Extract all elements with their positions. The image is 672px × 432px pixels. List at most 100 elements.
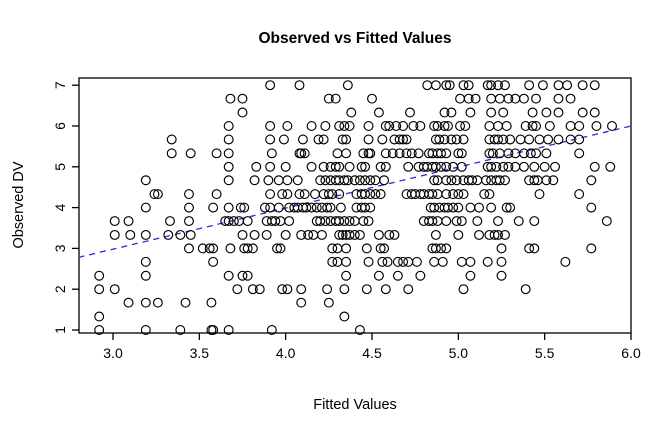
data-point — [553, 134, 564, 145]
data-point — [261, 229, 272, 240]
data-point — [185, 229, 196, 240]
data-point — [456, 256, 467, 267]
data-point — [486, 175, 497, 186]
data-point — [486, 161, 497, 172]
data-point — [261, 216, 272, 227]
data-point — [342, 80, 353, 91]
data-point — [299, 189, 310, 200]
data-point — [349, 229, 360, 240]
data-point — [384, 121, 395, 131]
data-point — [346, 107, 357, 118]
data-point — [380, 284, 391, 295]
data-point — [446, 175, 457, 186]
data-point — [323, 189, 334, 200]
data-point — [237, 229, 248, 240]
data-point — [249, 175, 260, 186]
data-point — [382, 256, 393, 267]
data-point — [401, 148, 412, 159]
x-axis-label: Fitted Values — [313, 397, 397, 413]
data-point — [553, 107, 564, 118]
data-point — [605, 161, 616, 172]
data-point — [297, 134, 308, 145]
data-point — [544, 121, 555, 131]
data-point — [278, 134, 289, 145]
data-point — [94, 270, 105, 281]
data-point — [208, 202, 219, 213]
data-point — [344, 229, 355, 240]
data-point — [316, 202, 327, 213]
data-point — [413, 148, 424, 159]
data-point — [223, 134, 234, 145]
data-point — [591, 121, 602, 131]
data-point — [465, 270, 476, 281]
x-tick-label: 5.0 — [449, 345, 469, 361]
data-point — [140, 229, 151, 240]
data-point — [560, 256, 571, 267]
y-tick-label: 3 — [52, 244, 68, 252]
data-point — [489, 229, 500, 240]
data-point — [316, 229, 327, 240]
data-point — [365, 148, 376, 159]
data-point — [358, 216, 369, 227]
data-point — [501, 202, 512, 213]
chart-title: Observed vs Fitted Values — [258, 30, 452, 47]
data-point — [529, 243, 540, 254]
data-point — [389, 229, 400, 240]
data-point — [296, 297, 307, 308]
data-point — [465, 107, 476, 118]
data-point — [294, 80, 305, 91]
data-point — [472, 216, 483, 227]
data-point — [265, 80, 276, 91]
data-point — [441, 80, 452, 91]
data-point — [543, 134, 554, 145]
data-point — [456, 216, 467, 227]
data-point — [434, 202, 445, 213]
data-point — [480, 175, 491, 186]
data-point — [494, 175, 505, 186]
data-point — [574, 148, 585, 159]
data-point — [94, 284, 105, 295]
data-point — [380, 121, 391, 131]
data-point — [318, 134, 329, 145]
data-point — [365, 175, 376, 186]
data-point — [379, 175, 390, 186]
data-point — [204, 243, 215, 254]
data-point — [498, 161, 509, 172]
data-point — [406, 148, 417, 159]
data-point — [527, 121, 538, 131]
data-point — [94, 325, 105, 335]
data-point — [398, 256, 409, 267]
data-point — [125, 229, 136, 240]
data-point — [109, 229, 120, 240]
data-point — [296, 148, 307, 159]
data-point — [354, 175, 365, 186]
data-point — [284, 216, 295, 227]
data-point — [498, 107, 509, 118]
data-point — [524, 175, 535, 186]
data-point — [334, 229, 345, 240]
data-point — [377, 134, 388, 145]
data-point — [370, 189, 381, 200]
data-point — [183, 202, 194, 213]
data-point — [344, 161, 355, 172]
data-point — [247, 284, 258, 295]
data-point — [363, 216, 374, 227]
data-point — [451, 216, 462, 227]
data-point — [266, 325, 277, 335]
data-point — [441, 189, 452, 200]
data-point — [334, 216, 345, 227]
data-point — [166, 148, 177, 159]
data-point — [358, 148, 369, 159]
data-point — [325, 175, 336, 186]
data-point — [525, 148, 536, 159]
data-point — [499, 175, 510, 186]
data-point — [349, 175, 360, 186]
data-point — [418, 216, 429, 227]
data-point — [360, 175, 371, 186]
data-point — [334, 161, 345, 172]
data-point — [375, 189, 386, 200]
data-point — [499, 229, 510, 240]
data-point — [531, 121, 542, 131]
data-point — [223, 161, 234, 172]
